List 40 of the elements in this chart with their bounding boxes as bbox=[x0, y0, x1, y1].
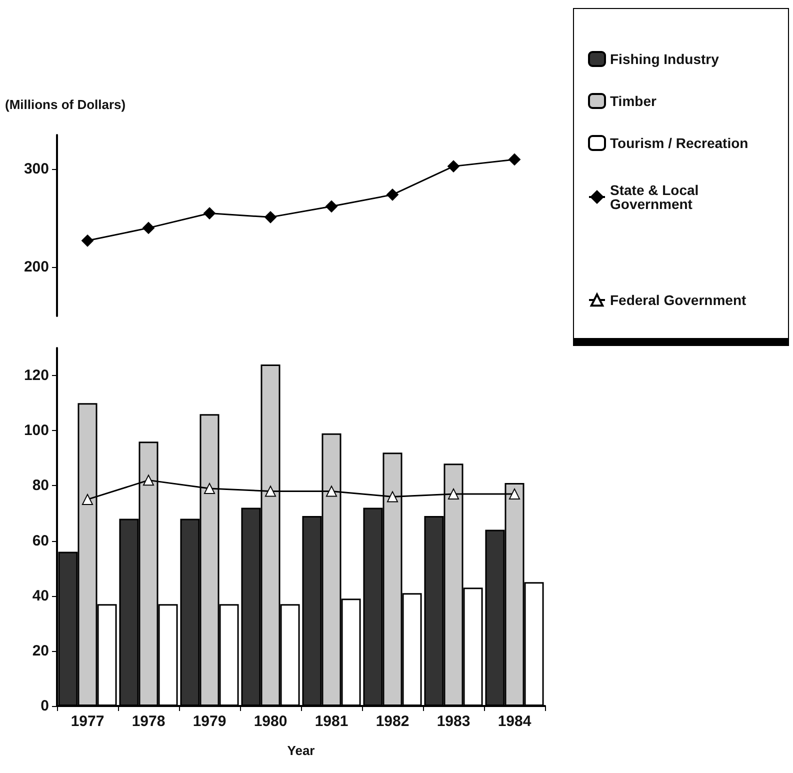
y-tick-label: 60 bbox=[32, 532, 49, 550]
y-tick-label: 200 bbox=[24, 258, 49, 276]
y-axis-title: (Millions of Dollars) bbox=[5, 97, 126, 112]
legend-label: Fishing Industry bbox=[610, 51, 720, 67]
y-tick-label: 40 bbox=[32, 587, 49, 604]
point bbox=[204, 482, 215, 494]
x-tick-label: 1977 bbox=[70, 713, 104, 730]
y-tick-label: 300 bbox=[24, 160, 49, 178]
point bbox=[448, 160, 460, 172]
point bbox=[264, 211, 276, 224]
point bbox=[82, 234, 94, 247]
point bbox=[386, 188, 398, 201]
x-axis-title: Year bbox=[287, 743, 315, 758]
point bbox=[387, 491, 398, 502]
x-tick-label: 1983 bbox=[436, 713, 470, 730]
legend-label: Timber bbox=[610, 93, 657, 109]
legend-label: Tourism / Recreation bbox=[610, 135, 748, 151]
x-tick-label: 1979 bbox=[192, 713, 226, 730]
y-tick-label: 100 bbox=[24, 422, 49, 440]
legend-label: Federal Government bbox=[610, 292, 746, 308]
x-tick-label: 1981 bbox=[314, 713, 348, 730]
point bbox=[326, 200, 338, 212]
y-tick-label: 80 bbox=[32, 477, 49, 494]
point bbox=[82, 494, 93, 505]
legend-label: State & Local Government bbox=[610, 182, 703, 212]
y-tick-label: 120 bbox=[24, 367, 49, 384]
point bbox=[142, 222, 154, 234]
point bbox=[143, 474, 154, 486]
point bbox=[265, 486, 276, 497]
point bbox=[326, 486, 337, 497]
x-tick-label: 1984 bbox=[498, 713, 532, 730]
y-tick-label: 0 bbox=[40, 698, 49, 714]
x-tick-label: 1982 bbox=[376, 713, 410, 730]
point bbox=[448, 488, 459, 500]
point bbox=[509, 488, 520, 500]
point bbox=[508, 153, 520, 166]
point bbox=[204, 207, 216, 220]
x-tick-label: 1978 bbox=[132, 713, 166, 730]
y-tick-label: 20 bbox=[32, 642, 49, 660]
x-tick-label: 1980 bbox=[254, 713, 288, 730]
